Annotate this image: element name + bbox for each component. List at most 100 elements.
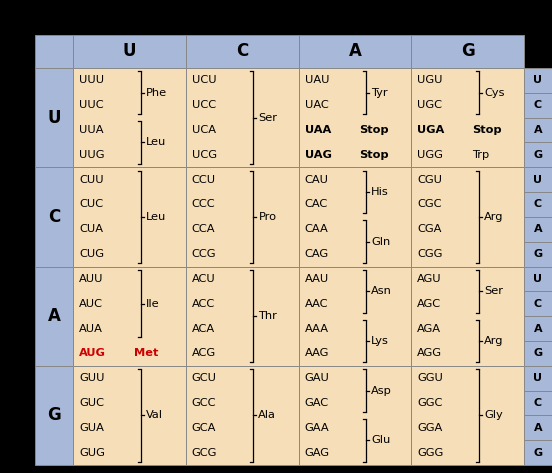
Text: Ala: Ala	[258, 411, 276, 420]
Text: GCA: GCA	[192, 423, 216, 433]
Bar	[524, 242, 552, 266]
Text: AUG: AUG	[79, 348, 106, 359]
Text: CUG: CUG	[79, 249, 104, 259]
Text: UGU: UGU	[417, 75, 443, 86]
Bar	[299, 35, 411, 68]
Bar	[186, 266, 299, 366]
Bar	[524, 366, 552, 391]
Bar	[524, 167, 552, 192]
Text: C: C	[534, 100, 542, 110]
Text: First letter: First letter	[3, 229, 17, 304]
Bar	[524, 68, 552, 93]
Text: UCA: UCA	[192, 125, 216, 135]
Text: G: G	[533, 447, 543, 457]
Text: Gln: Gln	[371, 236, 390, 247]
Text: Lys: Lys	[371, 336, 389, 346]
Bar	[186, 366, 299, 465]
Text: UAC: UAC	[305, 100, 328, 110]
Text: UCG: UCG	[192, 150, 217, 160]
Text: GGG: GGG	[417, 447, 443, 457]
Bar	[524, 415, 552, 440]
Text: GUC: GUC	[79, 398, 104, 408]
Text: Ser: Ser	[484, 286, 503, 296]
Text: CAA: CAA	[305, 224, 328, 234]
Text: CGG: CGG	[417, 249, 443, 259]
Text: A: A	[348, 43, 362, 61]
Text: GCU: GCU	[192, 373, 217, 383]
Text: A: A	[534, 324, 542, 333]
Text: AAG: AAG	[305, 348, 329, 359]
Text: Arg: Arg	[484, 336, 503, 346]
Text: Ile: Ile	[146, 299, 160, 309]
Text: ACG: ACG	[192, 348, 216, 359]
Bar	[299, 266, 411, 366]
Text: UCC: UCC	[192, 100, 216, 110]
Text: Pro: Pro	[258, 212, 277, 222]
Bar	[524, 440, 552, 465]
Text: U: U	[123, 43, 136, 61]
Text: GUA: GUA	[79, 423, 104, 433]
Text: CCA: CCA	[192, 224, 215, 234]
Text: UGG: UGG	[417, 150, 443, 160]
Text: CUA: CUA	[79, 224, 103, 234]
Text: C: C	[236, 43, 248, 61]
Text: ACC: ACC	[192, 299, 215, 309]
Bar	[73, 167, 186, 266]
Text: Thr: Thr	[258, 311, 277, 321]
Text: Tyr: Tyr	[371, 88, 388, 98]
Text: Trp: Trp	[472, 150, 490, 160]
Text: CGC: CGC	[417, 200, 442, 210]
Text: Phe: Phe	[146, 88, 167, 98]
Text: A: A	[534, 423, 542, 433]
Text: GCC: GCC	[192, 398, 216, 408]
Text: CCC: CCC	[192, 200, 215, 210]
Text: AGA: AGA	[417, 324, 441, 333]
Text: UUC: UUC	[79, 100, 104, 110]
Text: AAA: AAA	[305, 324, 328, 333]
Text: AGC: AGC	[417, 299, 442, 309]
Text: GAC: GAC	[305, 398, 328, 408]
Text: CAG: CAG	[305, 249, 328, 259]
Text: GGC: GGC	[417, 398, 443, 408]
Text: CUU: CUU	[79, 175, 104, 184]
Text: GCG: GCG	[192, 447, 217, 457]
Bar	[73, 366, 186, 465]
Bar	[73, 35, 186, 68]
Bar	[186, 167, 299, 266]
Text: GGA: GGA	[417, 423, 443, 433]
Text: CAC: CAC	[305, 200, 328, 210]
Text: GAA: GAA	[305, 423, 329, 433]
Text: Arg: Arg	[484, 212, 503, 222]
Text: Stop: Stop	[359, 150, 389, 160]
Text: UGC: UGC	[417, 100, 442, 110]
Bar	[524, 316, 552, 341]
Bar	[411, 366, 524, 465]
Text: G: G	[461, 43, 475, 61]
Text: GUG: GUG	[79, 447, 105, 457]
Text: C: C	[534, 398, 542, 408]
Text: Stop: Stop	[359, 125, 389, 135]
Text: UAA: UAA	[305, 125, 331, 135]
Bar	[186, 35, 299, 68]
Text: U: U	[533, 274, 543, 284]
Text: C: C	[48, 208, 60, 226]
Text: C: C	[534, 200, 542, 210]
Text: AAC: AAC	[305, 299, 328, 309]
Text: A: A	[534, 125, 542, 135]
Text: AAU: AAU	[305, 274, 329, 284]
Bar	[299, 167, 411, 266]
Bar	[35, 68, 73, 167]
Text: U: U	[533, 175, 543, 184]
Text: Glu: Glu	[371, 435, 390, 445]
Bar	[411, 35, 524, 68]
Text: Gly: Gly	[484, 411, 503, 420]
Text: G: G	[533, 249, 543, 259]
Bar	[73, 68, 186, 167]
Text: GUU: GUU	[79, 373, 104, 383]
Text: GAU: GAU	[305, 373, 330, 383]
Bar	[411, 266, 524, 366]
Bar	[524, 192, 552, 217]
Text: U: U	[533, 75, 543, 86]
Text: CCU: CCU	[192, 175, 216, 184]
Text: UUG: UUG	[79, 150, 104, 160]
